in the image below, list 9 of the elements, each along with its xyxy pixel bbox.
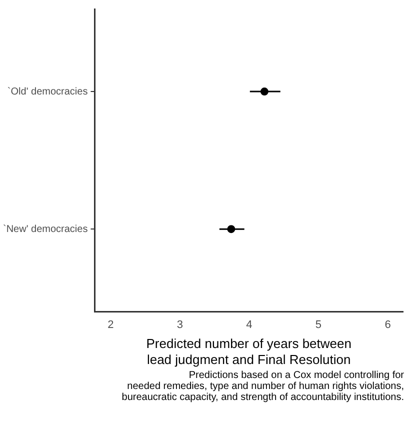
y-tick-label: `New' democracies bbox=[2, 224, 88, 235]
x-tick-label: 5 bbox=[315, 319, 322, 332]
x-tick-label: 2 bbox=[108, 319, 114, 332]
x-tick-label: 3 bbox=[176, 319, 183, 332]
text: Predictions based on a Cox model controlling for needed remedies, type and number of human rights violations, bureaucratic capacity, and strength of accountability institutions. bbox=[120, 370, 404, 403]
y-tick-label: `Old' democracies bbox=[7, 86, 88, 98]
x-tick-label: 4 bbox=[246, 319, 252, 332]
x-axis-title: Predicted number of years between lead judgment and Final Resolution bbox=[146, 336, 352, 367]
x-tick-label: 6 bbox=[384, 319, 391, 332]
